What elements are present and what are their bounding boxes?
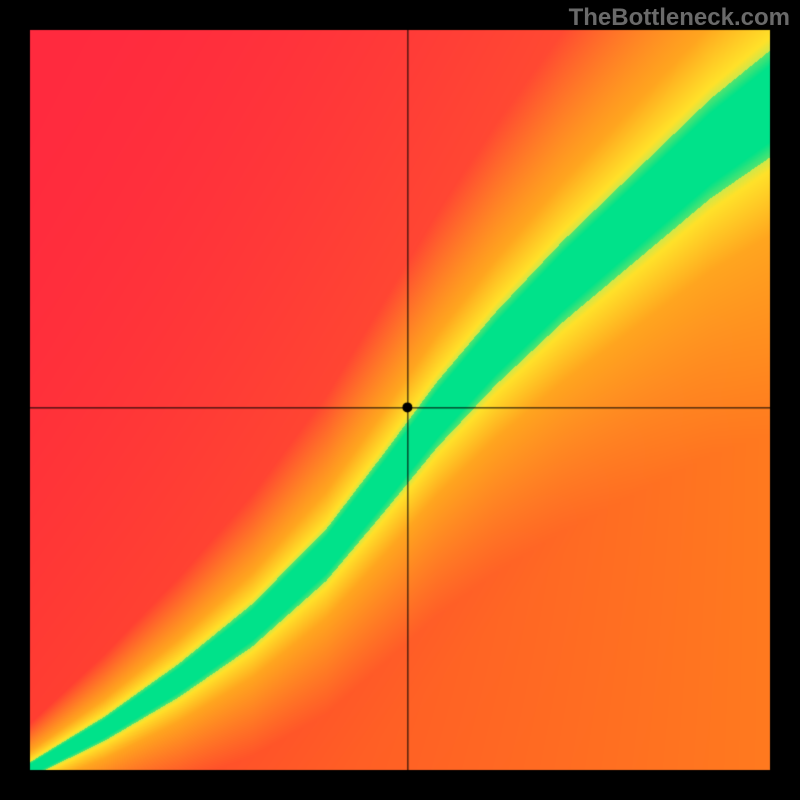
heatmap-canvas bbox=[0, 0, 800, 800]
watermark-text: TheBottleneck.com bbox=[569, 4, 790, 32]
chart-container: TheBottleneck.com bbox=[0, 0, 800, 800]
